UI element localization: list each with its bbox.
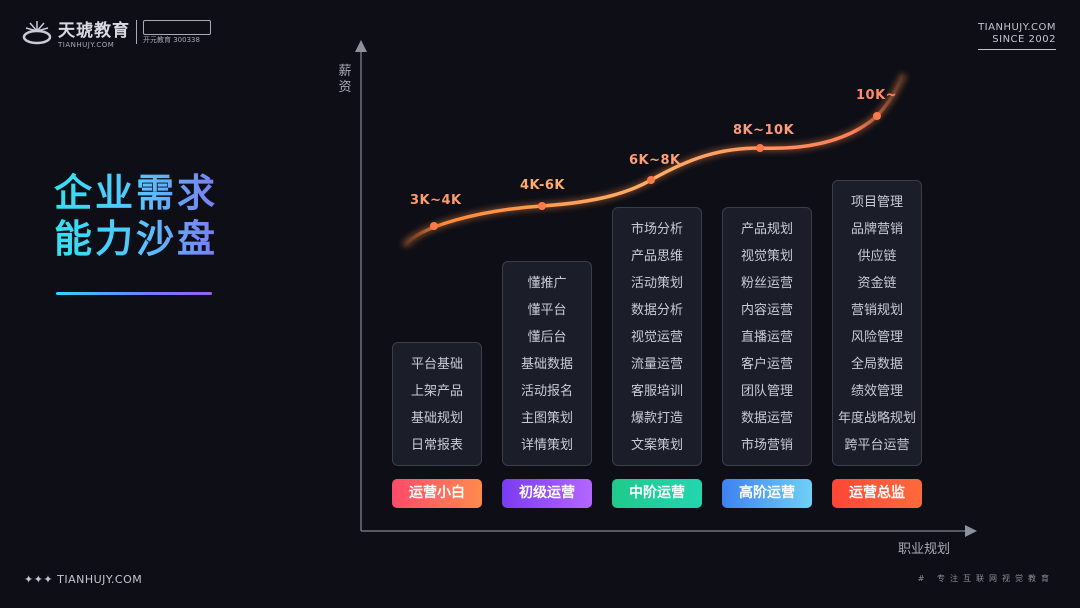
skill-item: 上架产品	[410, 384, 463, 399]
skill-item: 流量运营	[630, 357, 683, 372]
footer-site: ✦✦✦ TIANHUJY.COM	[24, 573, 143, 586]
brand-domain: TIANHUJY.COM	[58, 40, 115, 49]
title-underline	[56, 292, 212, 295]
skill-item: 内容运营	[740, 303, 793, 318]
site-underline	[978, 49, 1056, 50]
skill-item: 营销规划	[850, 303, 903, 318]
skill-item: 懂平台	[527, 303, 567, 318]
partner-logo-icon	[143, 19, 211, 35]
skill-item: 跨平台运营	[844, 438, 910, 453]
since-text: SINCE 2002	[992, 34, 1056, 45]
skill-item: 资金链	[857, 276, 897, 291]
logo-sunburst-icon	[22, 21, 52, 45]
skill-item: 市场分析	[630, 222, 683, 237]
x-axis-label: 职业规划	[898, 542, 951, 557]
skill-item: 市场营销	[740, 438, 793, 453]
skill-item: 数据运营	[740, 411, 793, 426]
skill-item: 直播运营	[740, 330, 793, 345]
skill-item: 平台基础	[410, 357, 463, 372]
skill-item: 产品规划	[740, 222, 793, 237]
y-axis-label: 薪资	[338, 64, 352, 95]
salary-label: 4K-6K	[520, 178, 566, 193]
skill-item: 视觉策划	[740, 249, 793, 264]
stage-badge: 中阶运营	[612, 479, 702, 508]
skill-card: 产品规划视觉策划粉丝运营内容运营直播运营客户运营团队管理数据运营市场营销	[722, 207, 812, 466]
skill-item: 懂推广	[527, 276, 567, 291]
salary-point	[873, 112, 881, 120]
skill-item: 数据分析	[630, 303, 683, 318]
skill-item: 视觉运营	[630, 330, 683, 345]
stage-badge: 高阶运营	[722, 479, 812, 508]
skill-item: 日常报表	[410, 438, 463, 453]
skill-item: 绩效管理	[850, 384, 903, 399]
stage-badge: 运营总监	[832, 479, 922, 508]
skill-item: 全局数据	[850, 357, 903, 372]
skill-item: 年度战略规划	[837, 411, 916, 426]
salary-label: 8K~10K	[733, 123, 795, 138]
skill-item: 详情策划	[520, 438, 573, 453]
skill-item: 基础数据	[520, 357, 573, 372]
salary-point	[538, 202, 546, 210]
salary-label: 10K~	[856, 88, 898, 103]
skill-card: 懂推广懂平台懂后台基础数据活动报名主图策划详情策划	[502, 261, 592, 466]
site-url: TIANHUJY.COM	[978, 22, 1056, 33]
salary-label: 6K~8K	[629, 153, 681, 168]
x-axis	[361, 525, 977, 537]
brand-name: 天琥教育	[58, 20, 130, 41]
skill-item: 主图策划	[520, 411, 573, 426]
brand-logo: 天琥教育 TIANHUJY.COM 开元教育 300338	[22, 14, 211, 50]
skill-item: 客服培训	[630, 384, 683, 399]
footer-slogan: # 专注互联网视觉教育	[917, 574, 1054, 583]
skill-item: 供应链	[857, 249, 897, 264]
skill-item: 爆款打造	[630, 411, 683, 426]
skill-item: 团队管理	[740, 384, 793, 399]
skill-card: 平台基础上架产品基础规划日常报表	[392, 342, 482, 466]
site-badge: TIANHUJY.COM SINCE 2002	[978, 22, 1056, 50]
salary-point	[647, 176, 655, 184]
salary-point	[430, 222, 438, 230]
skill-item: 客户运营	[740, 357, 793, 372]
skill-item: 基础规划	[410, 411, 463, 426]
skill-item: 文案策划	[630, 438, 683, 453]
stage-badge: 初级运营	[502, 479, 592, 508]
skill-card: 市场分析产品思维活动策划数据分析视觉运营流量运营客服培训爆款打造文案策划	[612, 207, 702, 466]
skill-card: 项目管理品牌营销供应链资金链营销规划风险管理全局数据绩效管理年度战略规划 跨平台运…	[832, 180, 922, 466]
skill-item: 项目管理	[850, 195, 903, 210]
skill-item: 品牌营销	[850, 222, 903, 237]
partner-text: 开元教育 300338	[143, 35, 200, 44]
skill-item: 懂后台	[527, 330, 567, 345]
skill-item: 粉丝运营	[740, 276, 793, 291]
skill-item: 风险管理	[850, 330, 903, 345]
skill-item: 活动报名	[520, 384, 573, 399]
skill-item: 活动策划	[630, 276, 683, 291]
salary-point	[756, 144, 764, 152]
stage-badge: 运营小白	[392, 479, 482, 508]
skill-item: 产品思维	[630, 249, 683, 264]
salary-label: 3K~4K	[410, 193, 462, 208]
y-axis	[355, 40, 367, 531]
